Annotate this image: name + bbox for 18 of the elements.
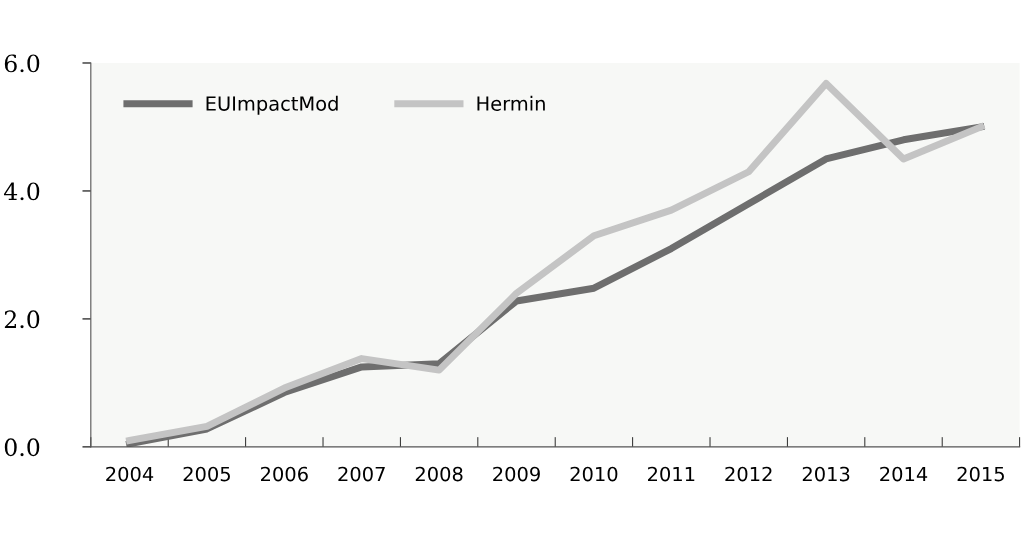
x-tick-label: 2006: [261, 466, 308, 482]
y-tick-label: 2.0: [4, 310, 40, 329]
x-tick-label: 2005: [183, 466, 230, 482]
x-tick-label: 2009: [493, 466, 540, 482]
x-tick-label: 2013: [802, 466, 850, 482]
legend-label: EUImpactMod: [206, 95, 338, 115]
x-tick-label: 2008: [415, 466, 463, 482]
x-tick-label: 2004: [106, 466, 154, 482]
x-tick-label: 2010: [570, 466, 618, 482]
x-tick-label: 2014: [880, 466, 928, 482]
y-tick-label: 0.0: [4, 438, 40, 457]
x-tick-label: 2007: [338, 466, 385, 482]
y-tick-label: 6.0: [4, 54, 40, 73]
x-tick-label: 2012: [725, 466, 772, 482]
x-tick-label: 2011: [648, 466, 695, 482]
x-tick-label: 2015: [957, 466, 1004, 482]
legend-label: Hermin: [477, 95, 545, 111]
y-tick-label: 4.0: [3, 182, 40, 201]
